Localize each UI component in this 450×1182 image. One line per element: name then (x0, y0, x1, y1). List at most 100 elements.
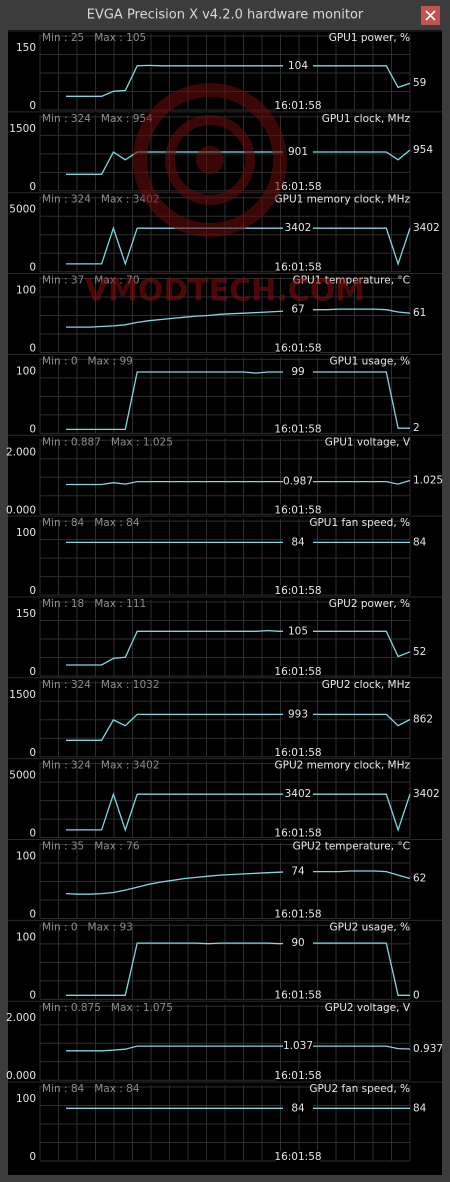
trace-line (66, 371, 410, 431)
cursor-label-bg (283, 475, 313, 488)
min-label: Min : 84 (42, 517, 85, 529)
min-label: Min : 0 (42, 921, 78, 933)
cursor-label-bg (283, 937, 313, 950)
cursor-time: 16:01:58 (274, 181, 321, 193)
panel-name: GPU2 temperature, °C (293, 841, 410, 853)
trace-line (66, 942, 410, 996)
cursor-label-bg (283, 303, 313, 316)
min-label: Min : 0 (42, 355, 78, 367)
current-value: 0.937 (413, 1043, 443, 1055)
y-tick-label: 100 (16, 527, 36, 539)
y-tick-label: 5000 (9, 770, 36, 782)
cursor-label-bg (283, 625, 313, 638)
y-tick-label: 1500 (9, 689, 36, 701)
y-tick-label: 0 (29, 909, 36, 921)
time-label-bg (276, 423, 320, 436)
cursor-time: 16:01:58 (274, 666, 321, 678)
current-value: 3402 (413, 222, 440, 234)
y-tick-label: 0 (29, 585, 36, 597)
trace-line (66, 713, 411, 741)
trace-line (66, 629, 411, 666)
min-label: Min : 324 (42, 760, 91, 772)
min-label: Min : 18 (42, 598, 84, 610)
watermark-logo (133, 83, 287, 237)
cursor-label-bg (283, 146, 313, 159)
cursor-time: 16:01:58 (274, 1151, 321, 1163)
time-label-bg (276, 180, 320, 193)
cursor-label-bg (283, 708, 313, 721)
y-tick-label: 2.000 (6, 446, 36, 458)
window-title: EVGA Precision X v4.2.0 hardware monitor (87, 8, 364, 23)
time-label-bg (276, 1070, 320, 1083)
max-label: Max : 1032 (101, 679, 160, 691)
cursor-time: 16:01:58 (274, 423, 321, 435)
y-tick-label: 150 (16, 42, 36, 54)
time-label-bg (276, 665, 320, 678)
cursor-value: 84 (291, 536, 305, 548)
min-label: Min : 35 (42, 841, 84, 853)
cursor-time: 16:01:58 (274, 100, 321, 112)
trace-line (66, 64, 411, 97)
y-tick-label: 150 (16, 608, 36, 620)
panel-name: GPU2 fan speed, % (309, 1083, 410, 1095)
y-tick-label: 0 (29, 343, 36, 355)
max-label: Max : 76 (94, 841, 140, 853)
cursor-value: 74 (291, 866, 305, 878)
min-label: Min : 0.887 (42, 436, 101, 448)
trace-line (66, 792, 411, 832)
close-button[interactable] (421, 6, 440, 25)
y-tick-label: 0 (29, 747, 36, 759)
panel-name: GPU1 usage, % (329, 355, 410, 367)
current-value: 52 (413, 646, 426, 658)
cursor-label-bg (283, 365, 313, 378)
cursor-label-bg (283, 1102, 313, 1115)
y-tick-label: 0.000 (6, 504, 36, 516)
cursor-value: 84 (291, 1102, 305, 1114)
trace-line (65, 870, 411, 895)
panel-name: GPU1 power, % (329, 32, 410, 44)
cursor-time: 16:01:58 (274, 504, 321, 516)
y-tick-label: 5000 (9, 204, 36, 216)
cursor-time: 16:01:58 (274, 262, 321, 274)
panel-name: GPU1 fan speed, % (309, 517, 410, 529)
cursor-value: 104 (288, 60, 308, 72)
cursor-time: 16:01:58 (274, 343, 321, 355)
y-tick-label: 100 (16, 851, 36, 863)
y-tick-label: 0 (29, 423, 36, 435)
current-value: 862 (413, 713, 433, 725)
current-value: 1.025 (413, 475, 443, 487)
current-value: 3402 (413, 788, 440, 800)
time-label-bg (276, 585, 320, 598)
time-label-bg (276, 908, 320, 921)
panel-name: GPU2 memory clock, MHz (275, 760, 411, 772)
watermark: VMODTECH.COM (85, 274, 365, 309)
time-label-bg (276, 261, 320, 274)
time-label-bg (276, 342, 320, 355)
panels: 0 150 Min : 25 Max : 105 GPU1 power, % 104 16:… (6, 30, 443, 1164)
y-tick-label: 100 (16, 931, 36, 943)
current-value: 954 (413, 144, 433, 156)
y-tick-label: 0 (29, 1151, 36, 1163)
cursor-label-bg (283, 865, 313, 878)
cursor-time: 16:01:58 (274, 989, 321, 1001)
y-tick-label: 0 (29, 100, 36, 112)
time-label-bg (276, 989, 320, 1002)
y-tick-label: 100 (16, 1093, 36, 1105)
y-tick-label: 0 (29, 262, 36, 274)
current-value: 62 (413, 873, 426, 885)
current-value: 0 (413, 989, 420, 1001)
cursor-value: 90 (291, 937, 304, 949)
y-tick-label: 0 (29, 181, 36, 193)
panel-name: GPU2 clock, MHz (322, 679, 411, 691)
trace-line (66, 479, 411, 486)
max-label: Max : 105 (94, 32, 146, 44)
max-label: Max : 70 (94, 275, 139, 287)
trace-line (66, 308, 411, 328)
cursor-time: 16:01:58 (274, 828, 321, 840)
y-tick-label: 0 (29, 666, 36, 678)
cursor-value: 0.987 (283, 476, 313, 488)
y-tick-label: 0.000 (6, 1070, 36, 1082)
max-label: Max : 99 (88, 355, 133, 367)
cursor-value: 3402 (285, 222, 312, 234)
